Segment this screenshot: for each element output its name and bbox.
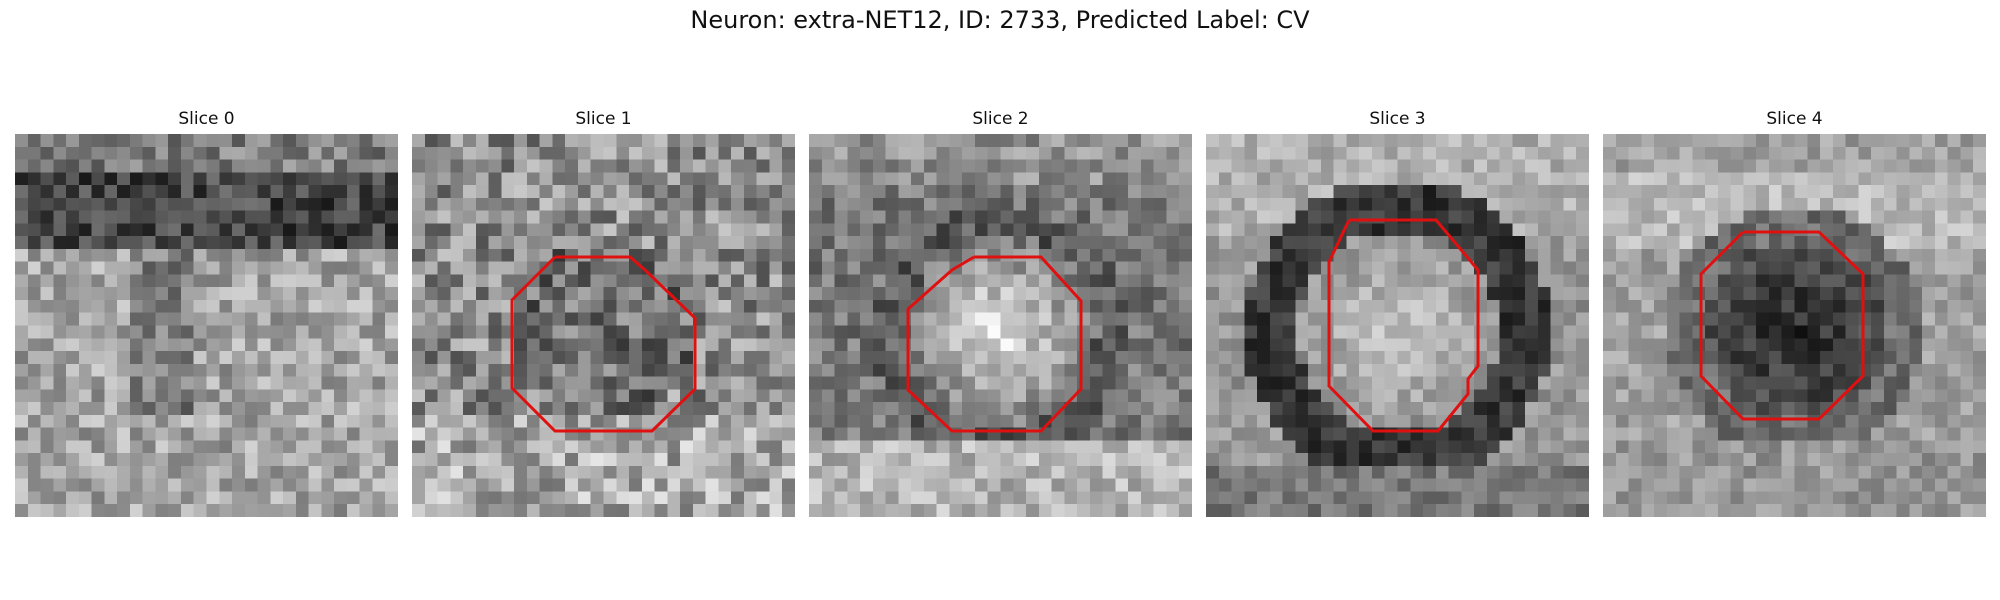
figure-title: Neuron: extra-NET12, ID: 2733, Predicted… xyxy=(690,6,1310,34)
slice-image-3 xyxy=(1206,134,1589,517)
slice-panel-1: Slice 1 xyxy=(412,108,795,517)
slice-image-1 xyxy=(412,134,795,517)
roi-contour-4 xyxy=(1699,230,1865,421)
slice-title-2: Slice 2 xyxy=(972,109,1029,129)
contour-overlay-2 xyxy=(906,255,1083,433)
slice-image-2 xyxy=(809,134,1192,517)
roi-contour-2 xyxy=(906,255,1083,433)
contour-overlay-3 xyxy=(1327,218,1480,433)
slice-image-0 xyxy=(15,134,398,517)
slice-panel-3: Slice 3 xyxy=(1206,108,1589,517)
contour-overlay-4 xyxy=(1699,230,1865,421)
slice-image-4 xyxy=(1603,134,1986,517)
slice-panel-0: Slice 0 xyxy=(15,108,398,517)
slice-panel-4: Slice 4 xyxy=(1603,108,1986,517)
contour-overlay-1 xyxy=(510,255,697,433)
slice-title-4: Slice 4 xyxy=(1766,109,1823,129)
roi-contour-1 xyxy=(510,255,697,433)
slice-title-3: Slice 3 xyxy=(1369,109,1426,129)
roi-contour-3 xyxy=(1327,218,1480,433)
slice-title-1: Slice 1 xyxy=(575,109,632,129)
slice-panel-2: Slice 2 xyxy=(809,108,1192,517)
slice-title-0: Slice 0 xyxy=(178,109,235,129)
